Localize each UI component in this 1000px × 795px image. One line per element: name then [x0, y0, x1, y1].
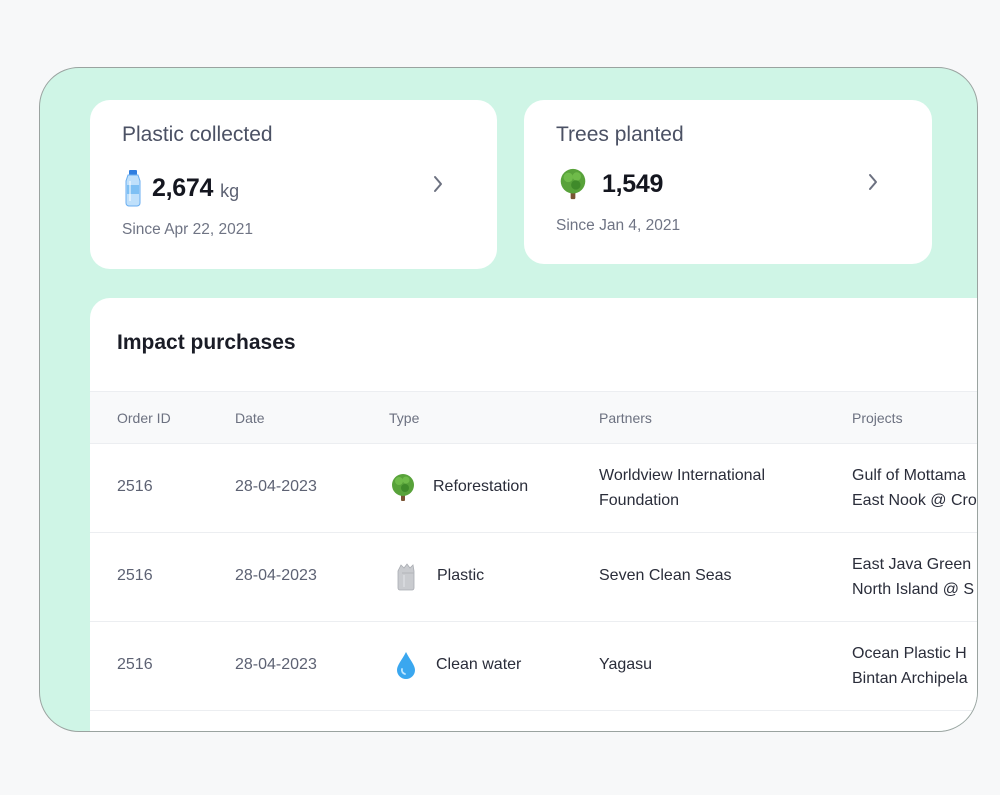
since-date: Since Jan 4, 2021 [556, 217, 681, 234]
partner-cell: Seven Clean Seas [599, 567, 732, 584]
water-bottle-icon [125, 170, 141, 207]
partner-name-line: Worldview International [599, 467, 766, 484]
tree-icon [560, 168, 586, 200]
column-header-date[interactable]: Date [235, 410, 265, 426]
plastic-amount: 2,674 [152, 173, 214, 202]
project-cell: Gulf of Mottama East Nook @ Cro [852, 463, 977, 513]
plastic-unit: kg [220, 180, 240, 201]
project-cell: Ocean Plastic H Bintan Archipela [852, 641, 968, 691]
trees-planted-card[interactable]: Trees planted 1,549 Since Jan 4, 2021 [524, 100, 932, 264]
table-row[interactable]: 2516 28-04-2023 Clean water Yagasu Ocean… [90, 622, 977, 711]
order-id-cell: 2516 [117, 567, 153, 584]
project-name-line: North Island @ S [852, 581, 975, 598]
type-cell: Plastic [393, 561, 484, 591]
partner-name-line: Foundation [599, 492, 680, 509]
water-drop-icon [397, 652, 415, 679]
project-cell: East Java Green North Island @ S [852, 552, 974, 602]
chevron-right-icon[interactable] [864, 170, 882, 194]
card-value-row: 2,674 kg [122, 168, 239, 208]
card-title: Trees planted [556, 123, 684, 146]
table-header: Order ID Date Type Partners Projects [90, 391, 977, 444]
type-label: Clean water [436, 656, 522, 673]
date-cell: 28-04-2023 [235, 656, 317, 673]
column-header-projects[interactable]: Projects [852, 410, 903, 426]
project-name-line: Ocean Plastic H [852, 645, 967, 662]
project-name-line: East Java Green [852, 556, 972, 573]
project-name-line: Gulf of Mottama [852, 467, 966, 484]
column-header-partners[interactable]: Partners [599, 410, 652, 426]
panel-title: Impact purchases [117, 331, 296, 354]
project-name-line: East Nook @ Cro [852, 492, 977, 509]
impact-purchases-panel: Impact purchases Order ID Date Type Part… [90, 298, 977, 731]
date-cell: 28-04-2023 [235, 478, 317, 495]
order-id-cell: 2516 [117, 478, 153, 495]
column-header-type[interactable]: Type [389, 410, 420, 426]
table-row[interactable]: 2516 28-04-2023 Reforestation Worldview … [90, 444, 977, 533]
tree-icon [392, 474, 414, 501]
type-cell: Reforestation [389, 472, 528, 502]
column-header-order-id[interactable]: Order ID [117, 410, 171, 426]
order-id-cell: 2516 [117, 656, 153, 673]
partner-cell: Worldview International Foundation [599, 463, 765, 513]
chevron-right-icon[interactable] [429, 172, 447, 196]
partner-cell: Yagasu [599, 656, 653, 673]
trees-count: 1,549 [602, 169, 664, 198]
type-label: Reforestation [433, 478, 529, 495]
date-cell: 28-04-2023 [235, 567, 317, 584]
type-cell: Clean water [392, 650, 521, 680]
type-label: Plastic [437, 567, 485, 584]
plastic-collected-card[interactable]: Plastic collected 2,674 kg Since Apr 22,… [90, 100, 497, 269]
plastic-bag-icon [397, 563, 415, 591]
card-value-row: 1,549 [556, 164, 663, 204]
since-date: Since Apr 22, 2021 [122, 221, 253, 238]
project-name-line: Bintan Archipela [852, 670, 968, 687]
dashboard-frame: Plastic collected 2,674 kg Since Apr 22,… [39, 67, 978, 732]
card-title: Plastic collected [122, 123, 273, 146]
table-row[interactable]: 2516 28-04-2023 Plastic Seven Clean Seas… [90, 533, 977, 622]
